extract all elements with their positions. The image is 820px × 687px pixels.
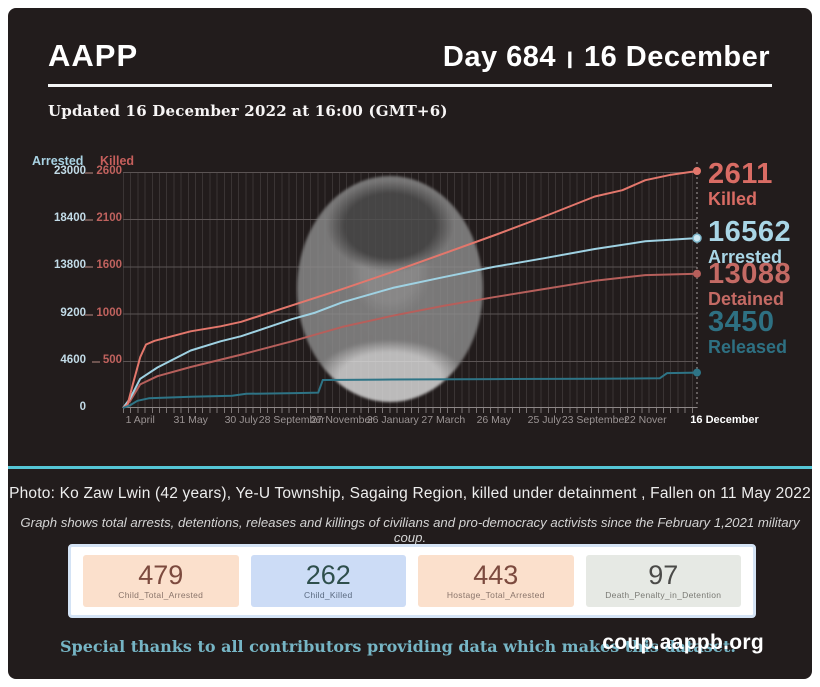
y-tick-killed: 2600 (85, 165, 122, 177)
end-dot-arrested (692, 233, 702, 243)
stat-box-child-arrested: 479 Child_Total_Arrested (83, 555, 239, 607)
graph-note: Graph shows total arrests, detentions, r… (20, 515, 800, 545)
released-total: 3450 Released (708, 306, 788, 357)
end-dot-released (693, 368, 701, 377)
arrested-total-label: Arrested (708, 247, 783, 267)
series-released (122, 371, 698, 409)
y-tick-arrested: 9200 (60, 306, 86, 319)
x-tick-label: 23 September (561, 414, 628, 426)
x-tick-label: 28 September (258, 414, 325, 426)
y-tick-killed: 500 (91, 353, 122, 366)
y-tick-arrested: 13800 (54, 259, 86, 272)
end-dot-killed (693, 167, 701, 175)
x-axis-tick-marks (123, 408, 697, 413)
x-tick-label: 26 January (366, 414, 419, 426)
series-arrested (122, 237, 698, 409)
arrested-total: 16562 Arrested (708, 216, 792, 267)
detained-total-label: Detained (708, 289, 785, 309)
stats-strip: 479 Child_Total_Arrested 262 Child_Kille… (68, 544, 756, 618)
stat-value: 479 (138, 560, 184, 590)
x-tick-label: 27 March (421, 414, 466, 426)
chart-lines (122, 162, 702, 409)
released-total-value: 3450 (708, 306, 775, 338)
day-title: Day 684 ❙ 16 December (443, 41, 770, 74)
stat-label: Child_Total_Arrested (118, 590, 204, 600)
stat-box-child-killed: 262 Child_Killed (250, 555, 406, 607)
stat-label: Hostage_Total_Arrested (446, 590, 545, 600)
x-tick-label: 22 Nover (624, 414, 667, 426)
header-rule (48, 84, 772, 87)
plot-area (122, 162, 702, 413)
stat-value: 97 (648, 560, 679, 590)
stat-label: Death_Penalty_in_Detention (605, 590, 722, 600)
arrested-total-value: 16562 (708, 216, 792, 248)
infographic-card: AAPP Day 684 ❙ 16 December Updated 16 Dece… (8, 8, 812, 679)
end-dot-detained (693, 269, 701, 278)
y-tick-arrested: 4600 (60, 353, 86, 366)
released-total-label: Released (708, 337, 788, 357)
teal-divider (8, 466, 812, 469)
killed-total-label: Killed (708, 189, 758, 209)
stat-value: 262 (305, 560, 351, 590)
stat-label: Child_Killed (304, 590, 353, 600)
stat-value: 443 (473, 560, 519, 590)
stat-box-death-penalty: 97 Death_Penalty_in_Detention (585, 555, 741, 607)
separator-bar: ❙ (563, 50, 577, 68)
series-detained (122, 272, 698, 409)
website-link[interactable]: coup.aappb.org (602, 631, 764, 654)
arrested-axis-title: Arrested (32, 154, 84, 168)
stat-box-hostage-arrested: 443 Hostage_Total_Arrested (418, 555, 574, 607)
x-tick-label: 1 April (125, 414, 155, 426)
casualty-line-chart: Arrested Killed 23000 18400 13800 9200 4600 0… (8, 150, 812, 450)
updated-timestamp: Updated 16 December 2022 at 16:00 (GMT+6… (48, 102, 448, 120)
brand-logo: AAPP (48, 38, 139, 73)
x-axis-labels: 1 April 31 May 30 July 28 September 27 Novem… (123, 414, 759, 430)
y-tick-arrested: 18400 (54, 212, 86, 225)
y-tick-arrested: 0 (79, 401, 86, 413)
y-tick-killed: 2100 (85, 212, 122, 225)
killed-total: 2611 Killed (708, 158, 773, 209)
x-tick-label: 25 July (527, 414, 561, 426)
series-killed (122, 170, 698, 409)
thanks-text: Special thanks to all contributors provi… (60, 637, 736, 656)
x-tick-label: 16 December (690, 414, 759, 426)
killed-total-value: 2611 (708, 158, 773, 190)
x-tick-label: 26 May (476, 414, 512, 426)
x-tick-label: 31 May (173, 414, 208, 426)
y-tick-killed: 1600 (85, 259, 122, 272)
y-tick-killed: 1000 (85, 306, 122, 319)
y-tick-arrested: 23000 (54, 165, 86, 177)
killed-axis-title: Killed (100, 154, 135, 168)
detained-total: 13088 Detained (708, 258, 792, 309)
photo-caption: Photo: Ko Zaw Lwin (42 years), Ye-U Town… (9, 485, 811, 502)
header: AAPP Day 684 ❙ 16 December (8, 8, 812, 74)
x-tick-label: 27 November (310, 414, 374, 426)
x-tick-label: 30 July (224, 414, 258, 426)
day-count: Day 684 (442, 41, 557, 73)
header-date: 16 December (583, 41, 770, 73)
detained-total-value: 13088 (708, 258, 792, 290)
